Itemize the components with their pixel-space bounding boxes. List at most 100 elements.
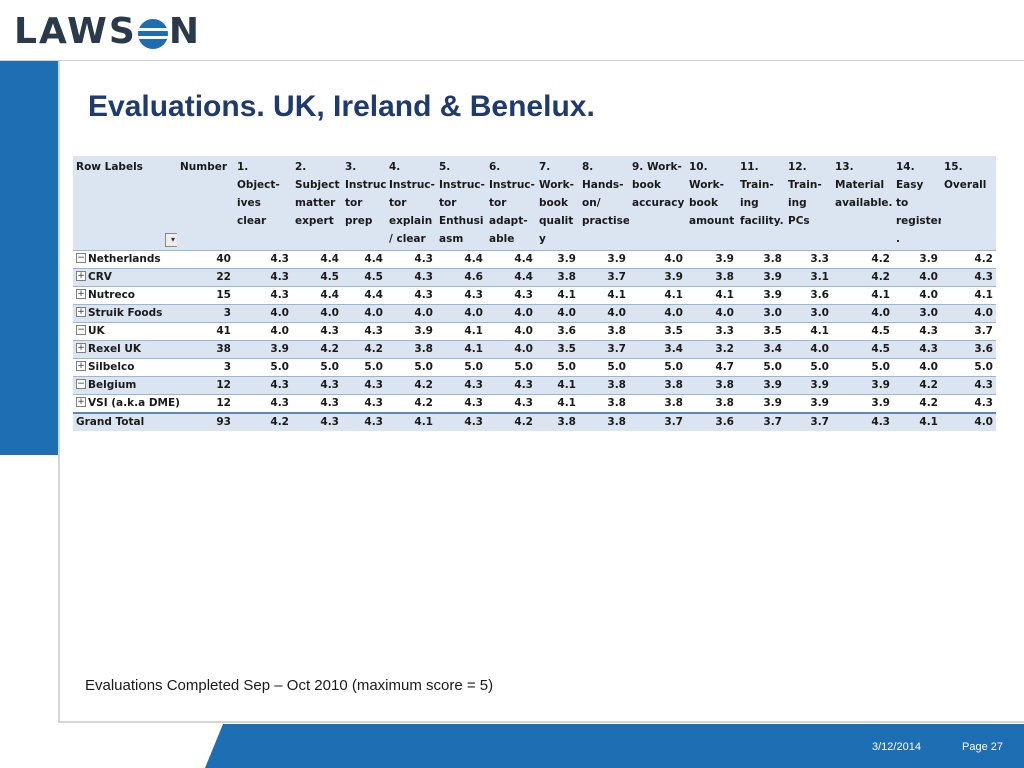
expand-icon[interactable]: + [76,289,86,299]
table-body: − Netherlands 40 4.3 4.4 4.4 4.3 4.4 4.4 3.9 3.9 4.… [73,250,996,431]
logo-text-left: LAWS [14,10,137,52]
logo-text-right: N [168,10,201,52]
score-cell: 4.1 [536,376,579,395]
score-cell: 4.1 [536,394,579,413]
count-cell: 3 [177,304,234,323]
header-line: 3. [345,161,357,173]
row-label-cell: + Rexel UK [73,340,177,359]
table-row: − Netherlands 40 4.3 4.4 4.4 4.3 4.4 4.4 3.9 3.9 4.… [73,250,996,269]
row-label: Struik Foods [88,307,163,319]
score-cell: 5.0 [737,358,785,377]
header-line: ing PCs [788,197,810,227]
score-cell: 4.3 [234,394,292,413]
score-cell: 4.3 [436,286,486,305]
header-line: Easy to [896,179,924,209]
score-cell: 3.8 [386,340,436,359]
score-cell: 3.8 [737,250,785,269]
score-cell: 4.0 [893,358,941,377]
header-line: Instruc- [389,179,435,191]
score-cell: 4.3 [941,394,996,413]
table-row: − Belgium 12 4.3 4.3 4.3 4.2 4.3 4.3 4.1 3.8 3.8 3.8… [73,376,996,395]
score-cell: 3.4 [737,340,785,359]
header-criterion-1: 1. Object-ives clear [234,156,292,251]
score-cell: 4.3 [486,286,536,305]
expand-icon[interactable]: + [76,343,86,353]
score-cell: 3.8 [686,376,737,395]
header-criterion-12: 12. Train-ing PCs [785,156,832,251]
header-criterion-5: 5. Instruc-tor Enthusi asm [436,156,486,251]
score-cell: 4.5 [292,268,342,287]
expand-icon[interactable]: + [76,397,86,407]
score-cell: 4.0 [486,322,536,341]
expand-icon[interactable]: + [76,361,86,371]
score-cell: 4.1 [436,340,486,359]
expand-icon[interactable]: + [76,307,86,317]
header-line: 15. [944,161,963,173]
score-cell: 5.0 [785,358,832,377]
header-line: ives clear [237,197,267,227]
score-cell: 4.0 [234,304,292,323]
score-cell: 4.0 [893,286,941,305]
score-cell: 4.0 [941,412,996,431]
score-cell: 4.1 [536,286,579,305]
header-line: book [539,197,568,209]
score-cell: 4.4 [292,250,342,269]
score-cell: 4.3 [436,412,486,431]
header-line: practise [582,215,630,227]
score-cell: 4.3 [386,286,436,305]
header-line: 14. [896,161,915,173]
score-cell: 3.6 [686,412,737,431]
score-cell: 3.8 [579,322,629,341]
count-cell: 41 [177,322,234,341]
row-label-cell: − Belgium [73,376,177,395]
table-row: + Rexel UK 38 3.9 4.2 4.2 3.8 4.1 4.0 3.5 3.7 3.4 3.… [73,340,996,359]
score-cell: 4.1 [785,322,832,341]
header-line: 11. [740,161,759,173]
score-cell: 3.9 [832,376,893,395]
header-line: asm [439,233,464,245]
header-line: 6. [489,161,501,173]
score-cell: 3.4 [629,340,686,359]
header-line: Train- [740,179,774,191]
score-cell: 4.3 [486,394,536,413]
score-cell: 4.2 [893,394,941,413]
lawson-logo: LAWS N [14,6,201,56]
header-criterion-15: 15. Overall [941,156,996,251]
expand-icon[interactable]: + [76,271,86,281]
collapse-icon[interactable]: − [76,379,86,389]
score-cell: 4.3 [486,376,536,395]
score-cell: 3.7 [579,340,629,359]
score-cell: 4.3 [234,268,292,287]
header-line: 12. [788,161,807,173]
score-cell: 3.9 [579,250,629,269]
score-cell: 3.2 [686,340,737,359]
score-cell: 3.8 [629,376,686,395]
score-cell: 4.0 [234,322,292,341]
score-cell: 3.9 [737,286,785,305]
score-cell: 4.2 [486,412,536,431]
collapse-icon[interactable]: − [76,325,86,335]
score-cell: 3.6 [785,286,832,305]
header-line: Work- [539,179,574,191]
score-cell: 4.3 [832,412,893,431]
count-cell: 22 [177,268,234,287]
score-cell: 3.9 [785,376,832,395]
row-label-cell: − Netherlands [73,250,177,269]
score-cell: 4.3 [342,412,386,431]
score-cell: 4.3 [893,322,941,341]
collapse-icon[interactable]: − [76,253,86,263]
header-criterion-9: 9. Work-book accuracy [629,156,686,251]
row-label-cell: + Struik Foods [73,304,177,323]
score-cell: 3.0 [785,304,832,323]
score-cell: 4.2 [832,250,893,269]
header-line: Work- [689,179,724,191]
row-label: Netherlands [88,253,161,265]
header-line: 7. [539,161,551,173]
score-cell: 4.3 [342,376,386,395]
score-cell: 3.5 [629,322,686,341]
score-cell: 4.0 [832,304,893,323]
score-cell: 4.0 [436,304,486,323]
score-cell: 5.0 [486,358,536,377]
content-frame [58,61,1024,723]
score-cell: 3.5 [536,340,579,359]
